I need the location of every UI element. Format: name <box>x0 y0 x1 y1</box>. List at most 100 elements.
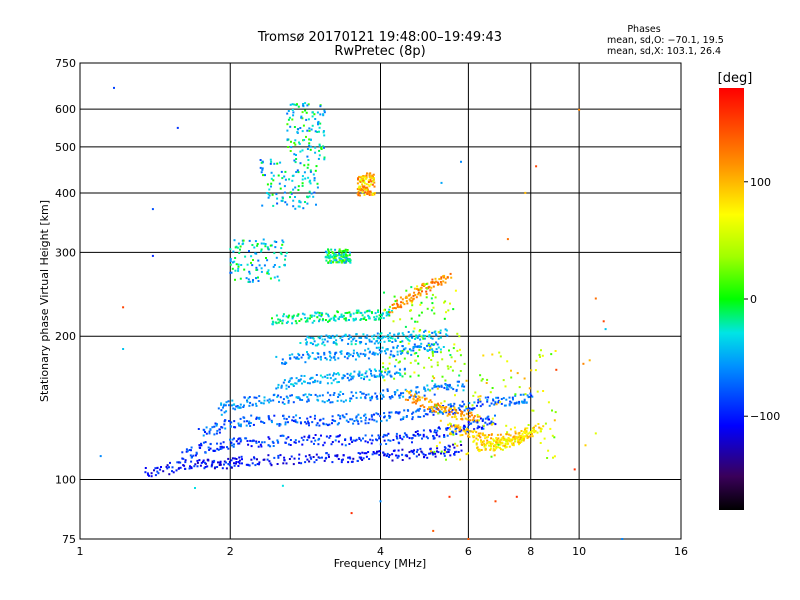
data-point <box>343 253 346 256</box>
data-point <box>388 417 391 419</box>
data-point <box>372 173 375 176</box>
data-point <box>485 382 488 384</box>
data-point <box>439 348 442 351</box>
data-point <box>420 287 423 290</box>
data-point <box>415 386 418 389</box>
data-point <box>388 414 391 417</box>
data-point <box>286 320 289 323</box>
data-point <box>481 426 483 429</box>
data-point <box>533 426 535 429</box>
data-point <box>286 396 289 399</box>
data-point <box>418 330 421 333</box>
data-point <box>440 276 443 279</box>
data-point <box>411 416 414 419</box>
data-point <box>298 461 301 464</box>
data-point <box>368 315 371 318</box>
data-point <box>168 466 170 469</box>
data-point <box>260 420 263 423</box>
data-point <box>551 409 553 412</box>
data-point <box>315 374 318 376</box>
data-point <box>204 451 207 454</box>
data-point <box>524 427 527 430</box>
data-point <box>364 175 367 178</box>
data-point <box>234 278 236 281</box>
data-point <box>460 449 463 452</box>
data-point <box>351 377 354 380</box>
data-point <box>371 175 374 178</box>
data-point <box>459 426 462 429</box>
data-point <box>573 468 576 471</box>
data-point <box>506 360 509 363</box>
data-point <box>491 353 494 356</box>
data-point <box>259 166 262 169</box>
data-point <box>339 390 342 393</box>
data-point <box>210 464 213 467</box>
data-point <box>384 369 387 372</box>
data-point <box>505 438 508 441</box>
data-point <box>310 342 313 344</box>
data-point <box>317 443 320 446</box>
data-point <box>289 377 292 380</box>
data-point <box>403 303 406 306</box>
data-point <box>260 248 263 251</box>
data-point <box>259 159 262 161</box>
data-point <box>536 390 539 393</box>
data-point <box>291 353 294 356</box>
data-point <box>459 348 461 351</box>
data-point <box>299 162 302 165</box>
data-point <box>380 317 383 319</box>
data-point <box>443 452 446 455</box>
data-point <box>294 420 297 423</box>
data-point <box>446 334 449 337</box>
data-point <box>397 361 400 364</box>
data-point <box>444 277 447 280</box>
data-point <box>621 538 624 540</box>
data-point <box>250 458 253 461</box>
data-point <box>304 109 307 112</box>
data-point <box>412 330 415 333</box>
data-point <box>326 256 329 259</box>
data-point <box>443 317 446 320</box>
data-point <box>455 410 458 413</box>
data-point <box>364 353 367 356</box>
data-point <box>239 248 241 251</box>
data-point <box>379 340 382 343</box>
data-point <box>253 456 255 459</box>
data-point <box>385 443 388 445</box>
data-point <box>363 317 366 320</box>
data-point <box>303 435 306 438</box>
data-point <box>430 359 433 361</box>
data-point <box>370 311 373 314</box>
data-point <box>370 180 373 183</box>
data-point <box>435 431 438 434</box>
data-point <box>393 334 396 337</box>
data-point <box>169 461 171 464</box>
data-point <box>165 465 168 468</box>
data-point <box>311 111 314 114</box>
data-point <box>264 174 266 177</box>
data-point <box>305 422 308 425</box>
data-point <box>417 409 420 412</box>
data-point <box>369 438 372 441</box>
data-point <box>414 393 417 396</box>
data-point <box>523 438 525 441</box>
data-point <box>294 441 297 444</box>
data-point <box>364 422 367 425</box>
data-point <box>298 199 301 202</box>
data-point <box>199 447 202 449</box>
data-point <box>454 430 457 433</box>
data-point <box>399 436 402 439</box>
data-point <box>211 462 214 465</box>
data-point <box>291 109 294 111</box>
data-point <box>378 337 381 340</box>
data-point <box>524 393 527 396</box>
data-point <box>495 396 498 399</box>
data-point <box>249 439 252 442</box>
data-point <box>306 458 309 461</box>
data-point <box>237 265 240 268</box>
data-point <box>347 342 350 345</box>
data-point <box>401 351 404 354</box>
data-point <box>271 421 273 424</box>
data-point <box>439 406 442 409</box>
data-point <box>387 439 390 442</box>
